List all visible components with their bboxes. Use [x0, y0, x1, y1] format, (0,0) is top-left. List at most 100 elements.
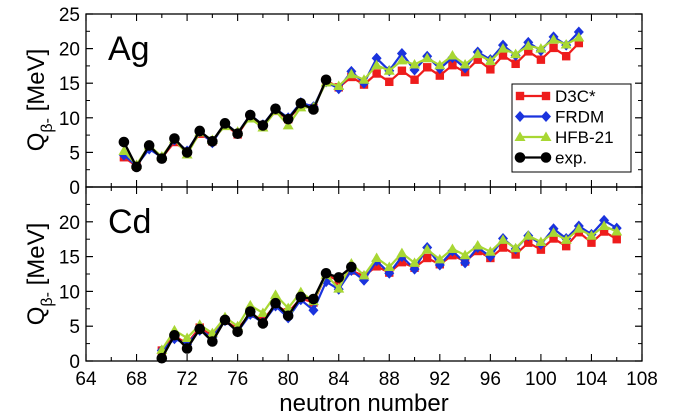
y-axis-title: Qβ- [MeV]: [23, 223, 56, 326]
data-point: [446, 50, 458, 60]
data-point: [473, 55, 482, 64]
data-point: [207, 336, 218, 347]
data-point: [194, 323, 206, 335]
data-point: [295, 291, 307, 303]
data-point: [372, 69, 381, 78]
data-point: [446, 243, 458, 253]
x-tick-label: 92: [429, 369, 450, 390]
data-point: [219, 118, 231, 129]
data-point: [396, 247, 408, 258]
panel-label: Ag: [108, 30, 150, 68]
data-point: [372, 262, 381, 271]
data-point: [573, 223, 585, 233]
data-point: [358, 269, 370, 280]
data-point: [421, 244, 433, 254]
data-point: [497, 234, 509, 244]
y-tick-label: 15: [59, 74, 80, 95]
data-point: [257, 120, 269, 131]
data-point: [156, 153, 168, 164]
legend-entry: FRDM: [515, 108, 604, 127]
data-point: [421, 52, 433, 63]
legend-marker: [541, 111, 551, 122]
data-point: [181, 343, 193, 354]
y-tick-label: 0: [69, 178, 80, 199]
data-point: [169, 133, 180, 144]
y-axis-title-unit: [MeV]: [23, 49, 50, 118]
data-point: [522, 40, 534, 50]
y-tick-label: 5: [69, 317, 80, 338]
legend-entry: exp.: [514, 149, 587, 168]
legend-label: exp.: [555, 149, 587, 168]
data-point: [207, 136, 218, 147]
data-point: [510, 48, 522, 59]
data-point: [397, 66, 407, 75]
data-point: [358, 74, 370, 84]
data-point: [244, 306, 256, 317]
data-point: [511, 250, 520, 259]
y-tick-label: 25: [59, 5, 80, 26]
legend-label: HFB-21: [555, 128, 614, 147]
panel-label: Cd: [108, 203, 151, 241]
legend-marker: [540, 152, 552, 163]
data-point: [510, 242, 522, 253]
data-point: [308, 304, 319, 316]
x-tick-label: 76: [227, 369, 248, 390]
data-point: [282, 113, 294, 125]
data-point: [143, 140, 155, 151]
data-point: [524, 238, 533, 247]
data-point: [118, 136, 130, 148]
series-exp: [118, 74, 332, 173]
data-point: [333, 283, 345, 293]
data-point: [460, 257, 471, 269]
data-point: [282, 119, 294, 130]
y-tick-label: 0: [69, 352, 80, 373]
data-point: [587, 238, 596, 247]
data-point: [308, 104, 319, 115]
data-point: [282, 310, 294, 322]
data-point: [270, 103, 281, 115]
data-point: [574, 38, 584, 48]
legend-marker: [514, 152, 526, 163]
y-axis-title-sub: β-: [39, 292, 56, 307]
data-point: [410, 75, 419, 84]
data-point: [486, 65, 495, 74]
data-point: [472, 48, 484, 59]
data-point: [484, 55, 496, 66]
y-axis-title-sub: β-: [39, 118, 56, 133]
series-exp: [156, 261, 357, 364]
y-tick-label: 15: [59, 248, 80, 269]
data-point: [396, 47, 407, 59]
chart-panels: 0 5 10 15 20 25 Ag 0 5 10 15 20 Cd: [59, 5, 643, 373]
data-point: [346, 261, 357, 273]
data-point: [459, 249, 471, 260]
data-point: [484, 246, 496, 256]
data-point: [573, 26, 584, 38]
x-tick-label: 96: [480, 369, 501, 390]
data-point: [257, 318, 269, 329]
data-point: [459, 59, 471, 69]
series-d3c: [157, 227, 621, 355]
data-point: [434, 59, 446, 70]
data-point: [371, 59, 383, 70]
data-point: [535, 236, 547, 246]
data-point: [383, 65, 395, 75]
data-point: [270, 289, 282, 299]
x-tick-label: 104: [576, 369, 608, 390]
series-line: [160, 224, 618, 351]
data-point: [333, 80, 345, 90]
data-point: [549, 234, 558, 243]
legend-marker: [540, 131, 552, 141]
data-point: [536, 55, 546, 64]
data-point: [497, 43, 509, 53]
data-point: [560, 38, 572, 49]
data-point: [522, 230, 534, 240]
y-tick-label: 5: [69, 143, 80, 164]
y-tick-label: 10: [59, 282, 80, 303]
legend-label: FRDM: [555, 108, 604, 127]
data-point: [270, 297, 281, 309]
data-point: [422, 253, 432, 263]
data-point: [345, 68, 357, 79]
x-tick-label: 64: [75, 369, 97, 390]
data-point: [524, 47, 533, 56]
data-point: [333, 272, 345, 283]
